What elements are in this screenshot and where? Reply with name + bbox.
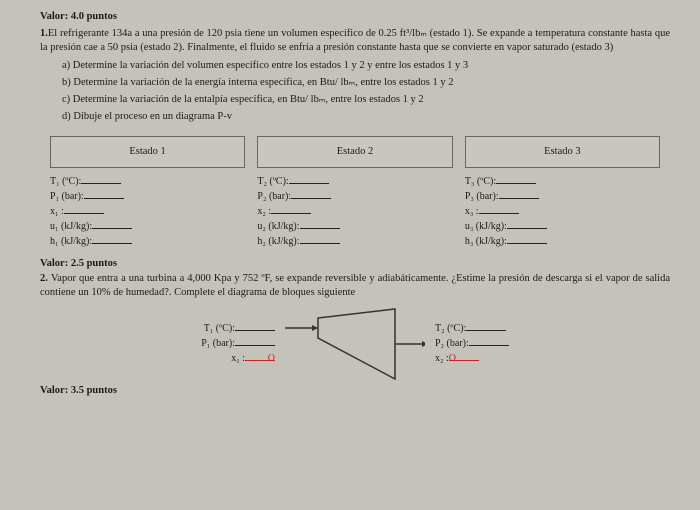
state-3-column: Estado 3 T₃ (ºC): P₃ (bar): x₃ : u₃ (kJ/… (465, 136, 660, 249)
q1-part-a: a) Determine la variación del volumen es… (40, 59, 670, 73)
state-2-column: Estado 2 T₂ (ºC): P₂ (bar): x₂ : u₂ (kJ/… (257, 136, 452, 249)
states-row: Estado 1 T₁ (ºC): P₁ (bar): x₁ : u₁ (kJ/… (40, 136, 670, 249)
q2-outputs: T₂ (ºC): P₂ (bar): x₂ :O (435, 321, 570, 366)
state-1-box: Estado 1 (50, 136, 245, 168)
turbine-icon (285, 304, 425, 384)
state-3-box: Estado 3 (465, 136, 660, 168)
q2-inputs: T₁ (ºC): P₁ (bar): x₁ :O (140, 321, 275, 366)
q1-body: 1.El refrigerante 134a a una presión de … (40, 27, 670, 55)
state-2-box: Estado 2 (257, 136, 452, 168)
q1-header: Valor: 4.0 puntos (40, 11, 117, 22)
q1-part-d: d) Dibuje el proceso en un diagrama P-v (40, 110, 670, 124)
q1-part-c: c) Determine la variación de la entalpía… (40, 93, 670, 107)
q3-header: Valor: 3.5 puntos (40, 385, 117, 396)
q2-header: Valor: 2.5 puntos (40, 258, 117, 269)
q2-body: 2. Vapor que entra a una turbina a 4,000… (40, 272, 670, 300)
q1-part-b: b) Determine la variación de la energía … (40, 76, 670, 90)
state-1-column: Estado 1 T₁ (ºC): P₁ (bar): x₁ : u₁ (kJ/… (50, 136, 245, 249)
q2-diagram: T₁ (ºC): P₁ (bar): x₁ :O T₂ (ºC): P₂ (ba… (40, 304, 670, 384)
